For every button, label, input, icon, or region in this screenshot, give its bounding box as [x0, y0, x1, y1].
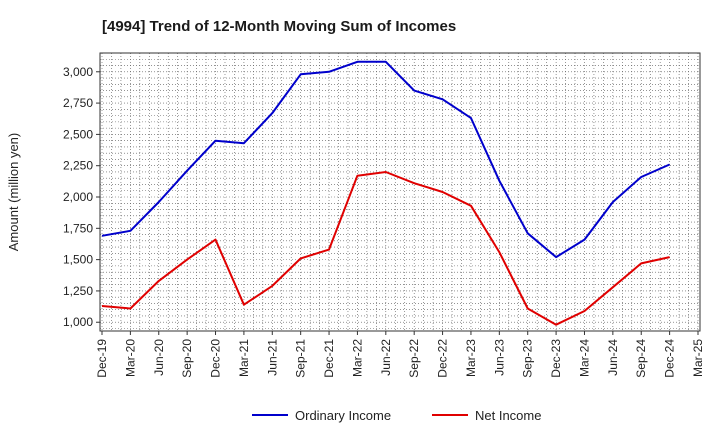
x-tick-label: Sep-20: [180, 339, 194, 378]
x-tick-label: Mar-22: [350, 339, 364, 377]
x-tick-label: Mar-20: [123, 339, 137, 377]
y-tick-label: 2,000: [63, 190, 93, 204]
x-tick-label: Sep-22: [407, 339, 421, 378]
x-tick-label: Dec-21: [322, 339, 336, 378]
plot-area-frame: [99, 52, 701, 332]
x-tick-label: Dec-24: [663, 339, 677, 378]
x-tick-label: Sep-24: [634, 339, 648, 378]
x-tick-label: Mar-21: [237, 339, 251, 377]
x-tick-label: Sep-23: [521, 339, 535, 378]
legend: Ordinary Income Net Income: [252, 408, 541, 423]
chart-title: [4994] Trend of 12-Month Moving Sum of I…: [102, 18, 456, 35]
series-lines: [101, 60, 671, 326]
y-tick-label: 3,000: [63, 65, 93, 79]
y-tick-label: 1,500: [63, 253, 93, 267]
x-tick-label: Mar-25: [691, 339, 705, 377]
x-tick-label: Jun-21: [265, 339, 279, 376]
x-tick-label: Jun-20: [152, 339, 166, 376]
x-tick-label: Jun-22: [379, 339, 393, 376]
y-tick-label: 1,000: [63, 315, 93, 329]
legend-label: Net Income: [475, 408, 541, 423]
x-tick-label: Dec-23: [549, 339, 563, 378]
x-tick-label: Mar-23: [464, 339, 478, 377]
y-axis-ticks: 1,000 1,250 1,500 1,750 2,000 2,250 2,500 2,750…: [63, 65, 100, 329]
series-line-net-income: [101, 171, 670, 326]
x-tick-label: Dec-22: [436, 339, 450, 378]
x-tick-label: Jun-24: [606, 339, 620, 376]
y-tick-label: 2,250: [63, 159, 93, 173]
y-tick-label: 2,750: [63, 96, 93, 110]
x-axis-ticks: Dec-19 Mar-20 Jun-20 Sep-20 Dec-20 Mar-21 Jun-…: [95, 331, 705, 378]
x-tick-label: Jun-23: [492, 339, 506, 376]
y-axis-label: Amount (million yen): [6, 133, 21, 252]
series-line-ordinary-income: [101, 60, 671, 259]
x-tick-label: Dec-20: [209, 339, 223, 378]
x-tick-label: Dec-19: [95, 339, 109, 378]
x-tick-label: Mar-24: [577, 339, 591, 377]
y-tick-label: 1,750: [63, 221, 93, 235]
y-tick-label: 2,500: [63, 127, 93, 141]
legend-label: Ordinary Income: [295, 408, 391, 423]
x-tick-label: Sep-21: [294, 339, 308, 378]
y-tick-label: 1,250: [63, 284, 93, 298]
